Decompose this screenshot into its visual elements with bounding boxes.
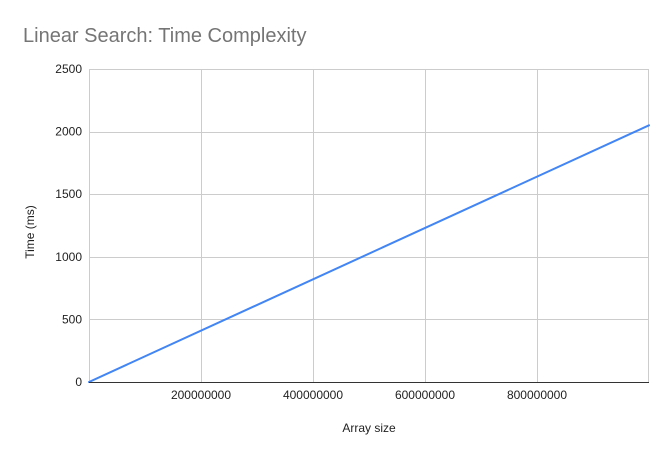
x-axis-title: Array size bbox=[342, 421, 396, 435]
y-tick-label: 1500 bbox=[55, 187, 82, 201]
series-line-0 bbox=[88, 124, 650, 383]
x-tick-labels: 200000000 400000000 600000000 800000000 bbox=[171, 388, 567, 402]
y-tick-label: 500 bbox=[62, 312, 82, 326]
y-tick-labels: 0 500 1000 1500 2000 2500 bbox=[55, 62, 82, 389]
x-tick-label: 400000000 bbox=[283, 388, 343, 402]
y-gridlines bbox=[89, 69, 649, 320]
x-tick-label: 800000000 bbox=[507, 388, 567, 402]
y-tick-label: 2000 bbox=[55, 125, 82, 139]
y-axis-title: Time (ms) bbox=[23, 205, 37, 259]
x-tick-label: 600000000 bbox=[395, 388, 455, 402]
y-tick-label: 1000 bbox=[55, 250, 82, 264]
x-gridlines bbox=[89, 69, 649, 382]
series-layer bbox=[88, 124, 650, 383]
y-tick-label: 0 bbox=[75, 375, 82, 389]
chart-title: Linear Search: Time Complexity bbox=[23, 25, 306, 47]
x-tick-label: 200000000 bbox=[171, 388, 231, 402]
y-tick-label: 2500 bbox=[55, 62, 82, 76]
